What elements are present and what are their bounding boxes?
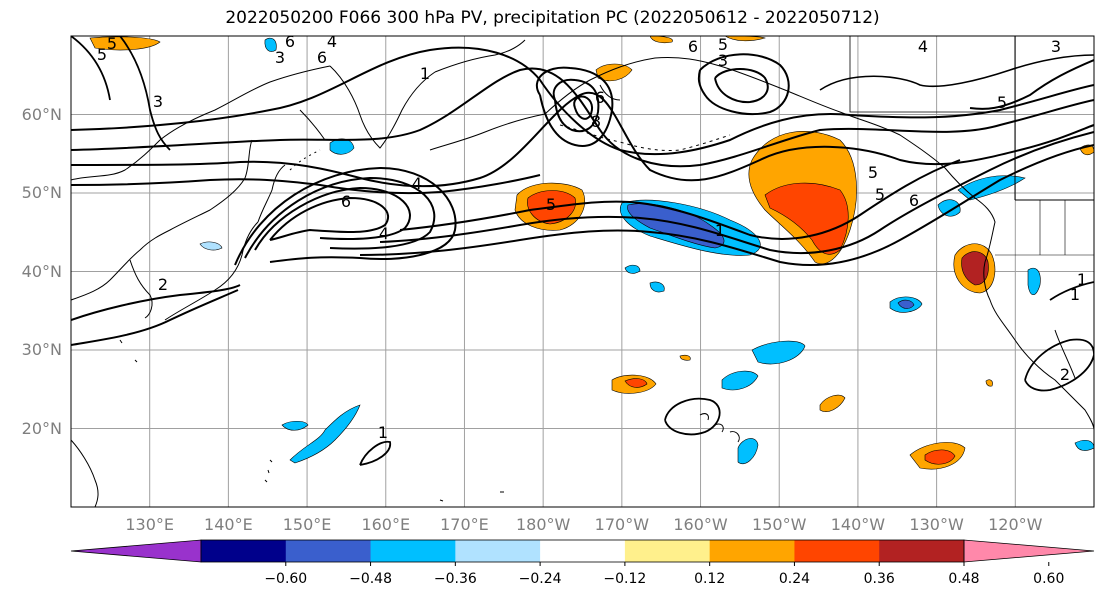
longitude-label: 180°W <box>515 515 571 534</box>
colorbar-tick-label: 0.48 <box>948 571 980 587</box>
contour-label: 3 <box>153 92 163 111</box>
longitude-label: 120°W <box>988 515 1043 534</box>
colorbar-segment <box>624 540 711 562</box>
colorbar-segment <box>201 540 287 562</box>
contour-label: 1 <box>1070 285 1080 304</box>
colorbar-tick-label: 0.12 <box>694 571 726 587</box>
contour-label: 2 <box>1060 365 1070 384</box>
contour-label: 4 <box>918 37 928 56</box>
colorbar-tick-label: −0.36 <box>433 571 477 587</box>
precip-positive-core <box>961 251 989 286</box>
pv-contours <box>71 36 1094 466</box>
longitude-label: 130°E <box>125 515 175 534</box>
contour-label: 6 <box>688 37 698 56</box>
colorbar-segment <box>794 540 880 562</box>
latitude-label: 30°N <box>21 340 62 359</box>
latitude-label: 60°N <box>21 104 62 124</box>
colorbar-outline <box>200 539 965 563</box>
contour-label: 3 <box>1051 37 1061 56</box>
longitude-label: 170°E <box>440 515 489 534</box>
contour-label: 5 <box>875 185 885 204</box>
contour-label: 4 <box>327 32 337 51</box>
colorbar-segment <box>709 540 795 562</box>
contour-label: 6 <box>285 32 295 51</box>
colorbar-tick-label: −0.48 <box>349 571 392 587</box>
colorbar-tick-label: −0.12 <box>603 571 647 587</box>
precip-positive-core <box>924 449 956 465</box>
precip-negative-area <box>751 340 806 365</box>
colorbar-tick-label: 0.36 <box>863 571 895 587</box>
longitude-label: 140°E <box>204 515 253 534</box>
colorbar-tick-label: −0.60 <box>264 571 308 587</box>
contour-label: 1 <box>1077 270 1087 289</box>
precip-positive-area <box>679 354 691 361</box>
precip-negative-area <box>937 199 961 217</box>
colorbar-left-arrow <box>70 539 202 563</box>
precip-negative-area <box>1074 439 1094 451</box>
precip-negative-area <box>649 281 665 293</box>
contour-label: 6 <box>317 48 327 67</box>
contour-label: 4 <box>379 224 389 243</box>
colorbar-tick-label: 0.24 <box>778 571 811 587</box>
contour-label: 5 <box>997 93 1007 112</box>
contour-label: 3 <box>718 51 728 70</box>
colorbar-segment <box>285 540 372 562</box>
precip-negative-area <box>281 420 309 431</box>
longitude-label: 160°W <box>673 515 728 534</box>
precip-negative-core <box>897 299 915 309</box>
contour-label: 3 <box>275 48 285 67</box>
contour-label: 5 <box>107 34 117 53</box>
precip-negative-area <box>624 264 641 274</box>
longitude-label: 170°W <box>594 515 650 534</box>
precip-positive-area <box>595 63 633 82</box>
latitude-label: 50°N <box>21 183 62 202</box>
contour-label: 5 <box>546 195 556 214</box>
precip-negative-area <box>199 241 223 251</box>
precip-negative-area <box>737 438 759 465</box>
colorbar-right-arrow <box>963 539 1095 563</box>
contour-label: 5 <box>97 45 107 64</box>
longitude-label: 150°W <box>752 515 807 534</box>
longitude-label: 130°W <box>909 515 964 534</box>
precip-positive-core <box>624 378 648 388</box>
colorbar <box>70 539 1095 566</box>
precip-negative-area <box>1027 267 1041 296</box>
contour-label: 5 <box>868 163 878 182</box>
contour-label: 6 <box>909 191 919 210</box>
colorbar-segment <box>370 540 456 562</box>
longitude-label: 140°W <box>830 515 886 534</box>
colorbar-segment <box>540 540 626 562</box>
contour-label: 1 <box>378 423 388 442</box>
contour-label: 5 <box>718 35 728 54</box>
contour-label: 6 <box>595 88 605 107</box>
map-title: 2022050200 F066 300 hPa PV, precipitatio… <box>225 8 880 28</box>
longitude-label: 160°E <box>361 515 411 534</box>
colorbar-segment <box>455 540 541 562</box>
contour-label: 6 <box>341 192 351 211</box>
colorbar-segment <box>879 540 965 562</box>
coastlines <box>71 36 1094 507</box>
contour-label: 1 <box>420 64 430 83</box>
contour-label: 1 <box>715 221 725 240</box>
precip-positive-area <box>985 379 993 387</box>
precip-positive-area <box>649 36 673 44</box>
precip-shading <box>89 36 1094 470</box>
precip-negative-area <box>289 404 361 464</box>
precip-negative-area <box>264 37 277 52</box>
latitude-label: 20°N <box>21 418 62 438</box>
precip-negative-area <box>721 370 759 391</box>
precip-negative-area <box>957 175 1026 201</box>
precip-positive-area <box>819 394 846 412</box>
colorbar-tick-label: −0.24 <box>518 571 562 587</box>
colorbar-tick-label: 0.60 <box>1033 571 1065 587</box>
contour-label: 2 <box>158 275 168 294</box>
contour-label: 8 <box>591 112 601 131</box>
precip-positive-core <box>764 182 849 255</box>
latitude-label: 40°N <box>21 261 62 281</box>
longitude-label: 150°E <box>282 515 332 534</box>
map-frame <box>70 35 1095 508</box>
contour-label: 4 <box>412 174 422 193</box>
